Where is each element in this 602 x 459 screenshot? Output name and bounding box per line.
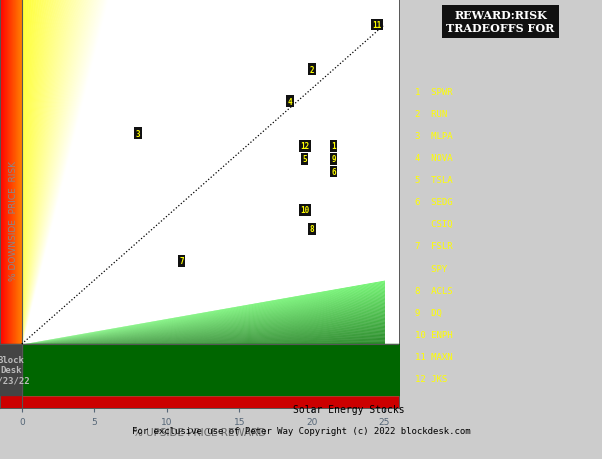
Text: 3  MLPA: 3 MLPA [415,132,453,141]
Text: 9  DQ: 9 DQ [415,308,442,317]
Text: 12 JKS: 12 JKS [415,374,447,383]
Text: 8  ACLS: 8 ACLS [415,286,453,295]
Text: 10: 10 [300,206,309,215]
Text: 1: 1 [331,142,336,151]
Text: 7  FSLR: 7 FSLR [415,242,453,251]
Text: 11: 11 [373,21,382,30]
Text: 1  SPWR: 1 SPWR [415,88,453,97]
Text: 10 ENPH: 10 ENPH [415,330,453,339]
Text: 4: 4 [288,97,293,106]
Text: 12: 12 [300,142,309,151]
Text: 4  NOVA: 4 NOVA [415,154,453,163]
Text: 6  SEDG: 6 SEDG [415,198,453,207]
X-axis label: % UPSIDE PRICE REWARD: % UPSIDE PRICE REWARD [133,427,266,437]
Text: 9: 9 [331,155,336,164]
Text: 5: 5 [302,155,307,164]
Text: 2: 2 [309,66,314,75]
Text: Block
Desk
9/23/22: Block Desk 9/23/22 [0,355,29,385]
Text: 2  RUN: 2 RUN [415,110,447,119]
Text: 3: 3 [135,129,140,138]
Text: 6: 6 [331,168,336,177]
Text: SPY: SPY [415,264,447,273]
Text: Solar Energy Stocks: Solar Energy Stocks [293,404,405,414]
Text: 5  TSLA: 5 TSLA [415,176,453,185]
Text: 7: 7 [179,257,184,266]
Text: REWARD:RISK
TRADEOFFS FOR: REWARD:RISK TRADEOFFS FOR [446,10,554,34]
Text: 11 MAXN: 11 MAXN [415,352,453,361]
Text: 8: 8 [309,225,314,234]
Text: % DOWNSIDE  PRICE  RISK: % DOWNSIDE PRICE RISK [9,161,17,280]
Text: CSIQ: CSIQ [415,220,453,229]
Text: For exclusive use of Peter Way Copyright (c) 2022 blockdesk.com: For exclusive use of Peter Way Copyright… [132,426,470,436]
